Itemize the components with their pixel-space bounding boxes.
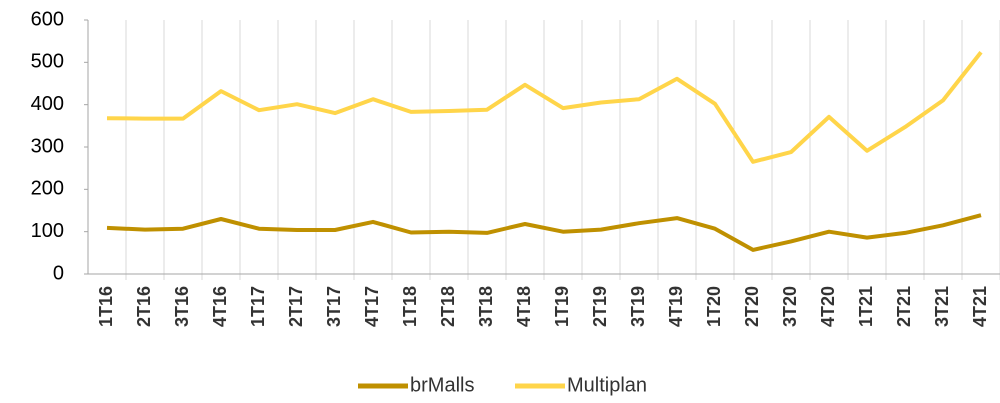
y-tick-label: 0 (53, 262, 64, 284)
x-tick-label: 3T18 (476, 286, 496, 327)
y-tick-label: 100 (31, 220, 64, 242)
y-tick-label: 600 (31, 8, 64, 30)
x-tick-label: 2T19 (590, 286, 610, 327)
x-tick-label: 1T19 (552, 286, 572, 327)
x-tick-label: 4T20 (818, 286, 838, 327)
y-tick-label: 200 (31, 178, 64, 200)
y-tick-label: 500 (31, 51, 64, 73)
x-tick-label: 4T18 (514, 286, 534, 327)
y-tick-label: 300 (31, 135, 64, 157)
x-tick-label: 1T17 (248, 286, 268, 327)
x-tick-label: 4T16 (210, 286, 230, 327)
x-tick-label: 4T21 (970, 286, 990, 327)
x-tick-label: 2T21 (894, 286, 914, 327)
x-tick-label: 1T20 (704, 286, 724, 327)
x-tick-label: 3T19 (628, 286, 648, 327)
x-tick-label: 1T16 (96, 286, 116, 327)
x-tick-label: 3T16 (172, 286, 192, 327)
series-line (106, 50, 983, 164)
x-tick-label: 2T20 (742, 286, 762, 327)
x-tick-label: 2T16 (134, 286, 154, 327)
x-tick-label: 4T19 (666, 286, 686, 327)
x-tick-label: 3T17 (324, 286, 344, 327)
x-tick-label: 3T20 (780, 286, 800, 327)
x-tick-label: 2T17 (286, 286, 306, 327)
series-line (106, 213, 982, 252)
y-tick-label: 400 (31, 93, 64, 115)
x-tick-label: 1T21 (856, 286, 876, 327)
x-tick-label: 3T21 (932, 286, 952, 327)
x-tick-label: 1T18 (400, 286, 420, 327)
x-tick-label: 2T18 (438, 286, 458, 327)
x-tick-label: 4T17 (362, 286, 382, 327)
legend-label: brMalls (410, 374, 474, 396)
legend-label: Multiplan (567, 374, 647, 396)
